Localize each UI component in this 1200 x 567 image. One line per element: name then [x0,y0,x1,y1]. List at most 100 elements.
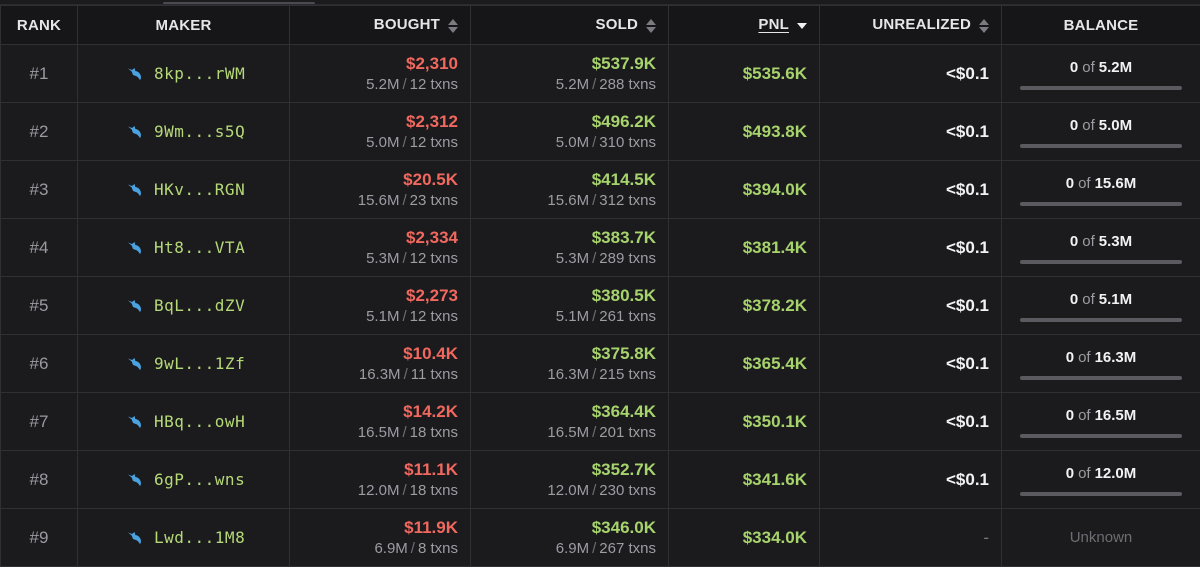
header-balance: BALANCE [1002,6,1200,45]
balance-progress-bar [1020,260,1182,264]
table-row[interactable]: #7 HBq...owH $14.2K 16.5M/18 txns $364.4… [1,393,1200,451]
table-row[interactable]: #1 8kp...rWM $2,310 5.2M/12 txns $537.9K… [1,45,1200,103]
balance-progress-bar [1020,376,1182,380]
rank-cell: #7 [1,393,78,451]
unrealized-cell: <$0.1 [820,219,1002,277]
rank-value: #4 [30,238,49,257]
table-row[interactable]: #8 6gP...wns $11.1K 12.0M/18 txns $352.7… [1,451,1200,509]
sold-tokens: 5.3M [556,250,589,267]
header-sold[interactable]: SOLD [471,6,669,45]
sold-txn-count: 312 [599,192,624,209]
separator: / [402,192,406,209]
maker-address-link[interactable]: HKv...RGN [154,180,245,199]
maker-address-link[interactable]: BqL...dZV [154,296,245,315]
sort-icon[interactable] [979,18,989,34]
bought-usd: $11.1K [290,459,458,481]
unrealized-cell: - [820,509,1002,567]
table-row[interactable]: #2 9Wm...s5Q $2,312 5.0M/12 txns $496.2K… [1,103,1200,161]
header-bought-label[interactable]: BOUGHT [374,16,440,33]
whale-icon [126,415,144,429]
bought-txn-count: 23 [410,192,427,209]
rank-cell: #5 [1,277,78,335]
rank-value: #7 [30,412,49,431]
header-sold-label[interactable]: SOLD [596,16,638,33]
header-maker: MAKER [78,6,290,45]
maker-cell[interactable]: BqL...dZV [78,277,290,335]
maker-cell[interactable]: HKv...RGN [78,161,290,219]
txns-label: txns [430,134,458,151]
maker-address-link[interactable]: HBq...owH [154,412,245,431]
bought-usd: $2,310 [290,53,458,75]
sold-txn-count: 289 [599,250,624,267]
balance-of-label: of [1082,233,1095,250]
txns-label: txns [430,308,458,325]
rank-value: #5 [30,296,49,315]
header-pnl-label[interactable]: PNL [758,16,789,33]
bought-cell: $2,312 5.0M/12 txns [290,103,471,161]
rank-cell: #2 [1,103,78,161]
sold-usd: $496.2K [471,111,656,133]
balance-total: 5.0M [1099,117,1132,134]
balance-of-label: of [1078,407,1091,424]
pnl-cell: $493.8K [669,103,820,161]
header-pnl[interactable]: PNL [669,6,820,45]
maker-address-link[interactable]: Ht8...VTA [154,238,245,257]
pnl-value: $381.4K [743,238,807,257]
header-rank-label: RANK [17,17,61,34]
bought-tokens: 6.9M [374,540,407,557]
bought-cell: $2,310 5.2M/12 txns [290,45,471,103]
maker-cell[interactable]: HBq...owH [78,393,290,451]
maker-address-link[interactable]: 9wL...1Zf [154,354,245,373]
maker-cell[interactable]: 9wL...1Zf [78,335,290,393]
sort-desc-icon[interactable] [797,18,807,34]
header-unrealized-label[interactable]: UNREALIZED [872,16,971,33]
maker-address-link[interactable]: 6gP...wns [154,470,245,489]
balance-progress-bar [1020,492,1182,496]
sort-icon[interactable] [448,18,458,34]
pnl-cell: $341.6K [669,451,820,509]
balance-of-label: of [1078,175,1091,192]
sold-cell: $364.4K 16.5M/201 txns [471,393,669,451]
maker-address-link[interactable]: Lwd...1M8 [154,528,245,547]
header-unrealized[interactable]: UNREALIZED [820,6,1002,45]
balance-progress-bar [1020,86,1182,90]
sold-tokens: 15.6M [547,192,589,209]
table-row[interactable]: #9 Lwd...1M8 $11.9K 6.9M/8 txns $346.0K … [1,509,1200,567]
maker-cell[interactable]: 6gP...wns [78,451,290,509]
maker-cell[interactable]: 8kp...rWM [78,45,290,103]
sold-usd: $352.7K [471,459,656,481]
maker-address-link[interactable]: 8kp...rWM [154,64,245,83]
table-row[interactable]: #3 HKv...RGN $20.5K 15.6M/23 txns $414.5… [1,161,1200,219]
table-row[interactable]: #4 Ht8...VTA $2,334 5.3M/12 txns $383.7K… [1,219,1200,277]
separator: / [402,134,406,151]
table-row[interactable]: #5 BqL...dZV $2,273 5.1M/12 txns $380.5K… [1,277,1200,335]
balance-held: 0 [1066,349,1074,366]
pnl-value: $394.0K [743,180,807,199]
bought-cell: $14.2K 16.5M/18 txns [290,393,471,451]
sold-cell: $352.7K 12.0M/230 txns [471,451,669,509]
whale-icon [126,183,144,197]
unrealized-value: - [983,528,989,547]
balance-of-label: of [1082,117,1095,134]
rank-cell: #6 [1,335,78,393]
sort-icon[interactable] [646,18,656,34]
balance-progress-bar [1020,434,1182,438]
maker-cell[interactable]: Ht8...VTA [78,219,290,277]
unrealized-cell: <$0.1 [820,451,1002,509]
table-row[interactable]: #6 9wL...1Zf $10.4K 16.3M/11 txns $375.8… [1,335,1200,393]
maker-cell[interactable]: 9Wm...s5Q [78,103,290,161]
rank-value: #6 [30,354,49,373]
pnl-value: $341.6K [743,470,807,489]
maker-address-link[interactable]: 9Wm...s5Q [154,122,245,141]
sold-usd: $380.5K [471,285,656,307]
header-bought[interactable]: BOUGHT [290,6,471,45]
txns-label: txns [430,482,458,499]
balance-total: 5.1M [1099,291,1132,308]
maker-cell[interactable]: Lwd...1M8 [78,509,290,567]
sold-cell: $383.7K 5.3M/289 txns [471,219,669,277]
